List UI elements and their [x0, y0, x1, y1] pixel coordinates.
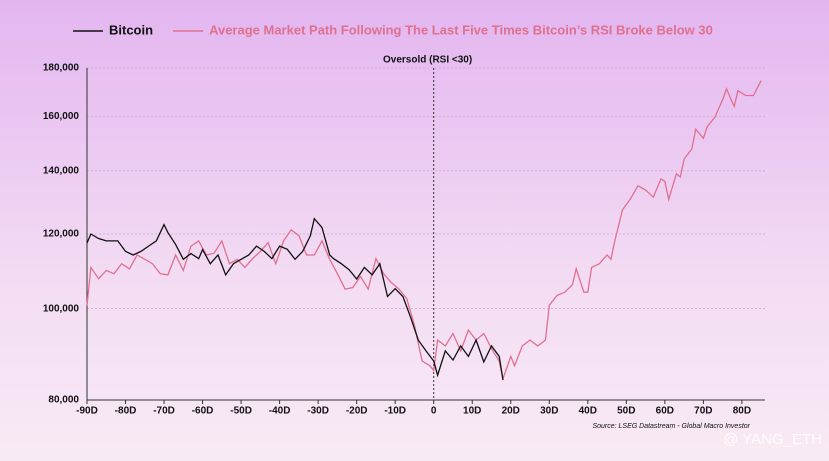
y-tick-label: 100,000 [43, 303, 80, 314]
legend-label: Bitcoin [109, 22, 153, 37]
source: Source: LSEG Datastream - Global Macro I… [592, 423, 750, 430]
x-tick-label: -80D [115, 406, 137, 417]
x-tick-label: -70D [153, 406, 175, 417]
x-tick-label: -50D [230, 406, 252, 417]
x-tick-label: 0 [431, 406, 437, 417]
x-tick-label: -30D [307, 406, 329, 417]
x-tick-label: 80D [733, 406, 751, 417]
x-tick-label: -40D [269, 406, 291, 417]
x-tick-label: 50D [617, 406, 635, 417]
series-line [86, 80, 762, 381]
annotation: Oversold (RSI <30) [383, 55, 472, 66]
x-tick-label: 40D [579, 406, 597, 417]
x-tick-label: -90D [76, 406, 98, 417]
y-tick-label: 80,000 [48, 395, 79, 406]
legend-label: Average Market Path Following The Last F… [209, 22, 713, 37]
x-tick-label: -60D [192, 406, 214, 417]
y-tick-label: 160,000 [43, 111, 80, 122]
y-tick-label: 120,000 [43, 229, 80, 240]
x-tick-label: 70D [694, 406, 712, 417]
y-tick-label: 180,000 [43, 63, 80, 74]
series-line [86, 217, 504, 381]
y-tick-label: 140,000 [43, 166, 80, 177]
x-tick-label: 60D [656, 406, 674, 417]
x-tick-label: -20D [346, 406, 368, 417]
x-tick-label: 10D [463, 406, 481, 417]
x-tick-label: -10D [384, 406, 406, 417]
x-tick-label: 30D [540, 406, 558, 417]
x-tick-label: 20D [502, 406, 520, 417]
watermark: @ YANG_ETH [723, 431, 822, 448]
